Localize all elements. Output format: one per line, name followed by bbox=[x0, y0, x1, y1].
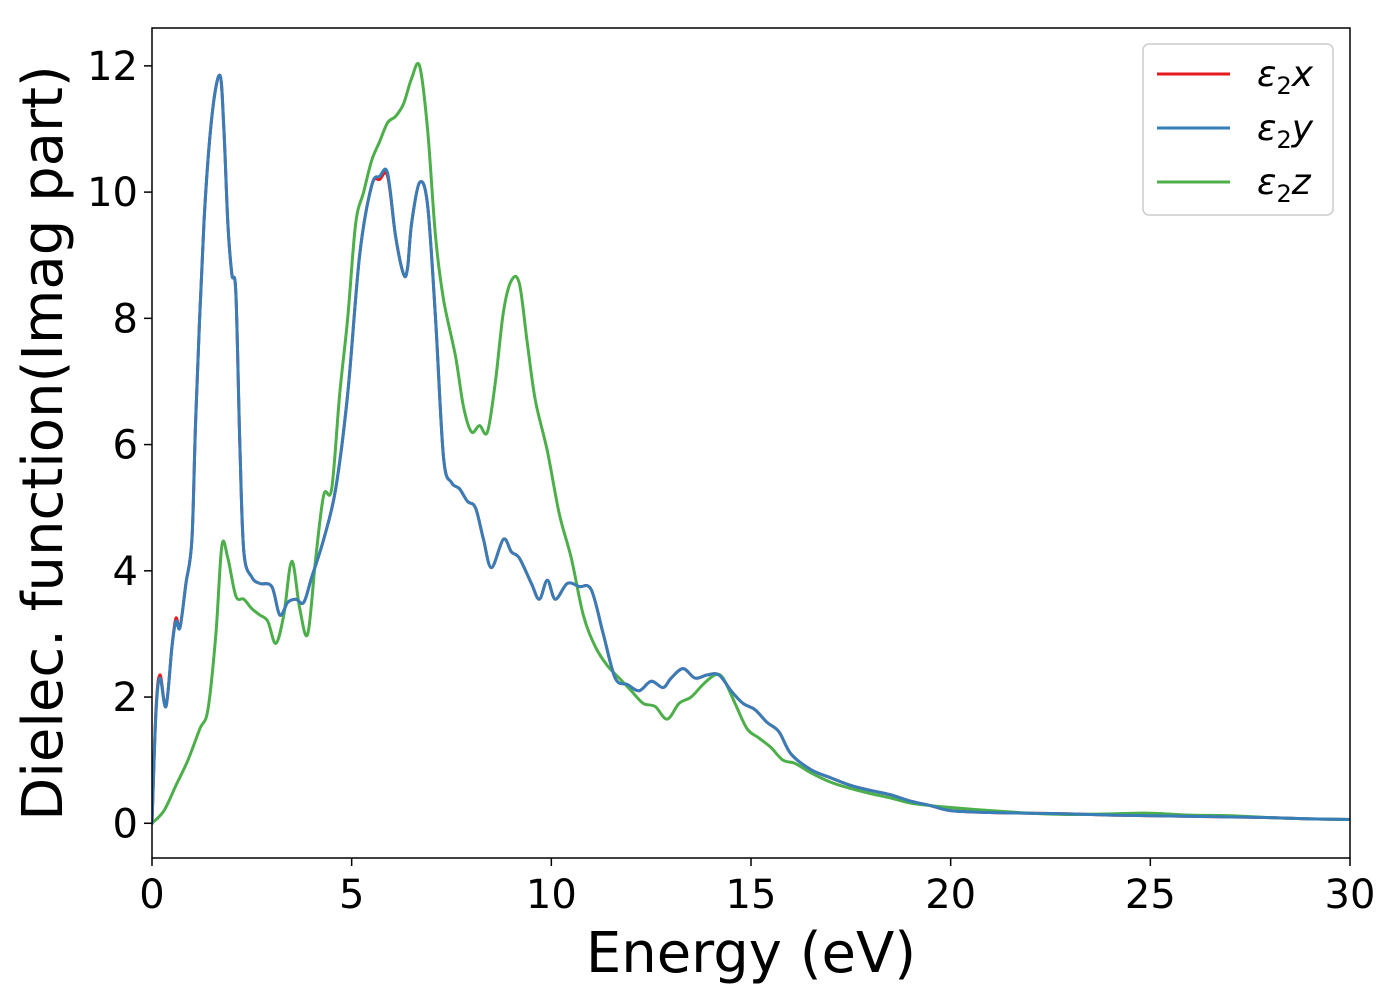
legend-subscript: 2 bbox=[1276, 180, 1291, 208]
y-tick-label: 2 bbox=[113, 675, 138, 721]
y-tick-label: 4 bbox=[113, 549, 138, 595]
series-line-z bbox=[152, 61, 1350, 825]
x-axis-ticks: 0 5 10 15 20 25 30 bbox=[139, 858, 1375, 918]
series-layer bbox=[152, 61, 1350, 825]
legend-box bbox=[1142, 43, 1334, 216]
x-tick-label: 25 bbox=[1125, 872, 1176, 918]
x-tick-label: 0 bbox=[139, 872, 164, 918]
legend-label-y: ε2y bbox=[1257, 108, 1314, 154]
y-tick-label: 10 bbox=[87, 170, 138, 216]
x-tick-label: 15 bbox=[726, 872, 777, 918]
y-axis-label: Dielec. function(Imag part) bbox=[11, 65, 76, 821]
x-tick-label: 20 bbox=[925, 872, 976, 918]
legend-component: z bbox=[1291, 162, 1312, 203]
x-tick-label: 10 bbox=[526, 872, 577, 918]
y-tick-label: 12 bbox=[87, 44, 138, 90]
series-line-y bbox=[152, 73, 1350, 825]
legend-symbol: ε bbox=[1257, 54, 1276, 95]
x-axis-label: Energy (eV) bbox=[586, 921, 916, 986]
legend-label-z: ε2z bbox=[1257, 162, 1312, 208]
y-tick-label: 0 bbox=[113, 801, 138, 847]
legend-subscript: 2 bbox=[1276, 126, 1291, 154]
plot-area bbox=[151, 27, 1351, 859]
x-tick-label: 30 bbox=[1325, 872, 1376, 918]
y-tick-label: 8 bbox=[113, 296, 138, 342]
y-tick-label: 6 bbox=[113, 423, 138, 469]
legend-symbol: ε bbox=[1257, 162, 1276, 203]
legend-component: x bbox=[1291, 54, 1314, 95]
legend-component: y bbox=[1291, 108, 1314, 149]
y-axis-ticks: 0 2 4 6 8 10 12 bbox=[87, 44, 152, 847]
legend-subscript: 2 bbox=[1276, 72, 1291, 100]
legend-symbol: ε bbox=[1257, 108, 1276, 149]
x-tick-label: 5 bbox=[339, 872, 364, 918]
legend-label-x: ε2x bbox=[1257, 54, 1314, 100]
